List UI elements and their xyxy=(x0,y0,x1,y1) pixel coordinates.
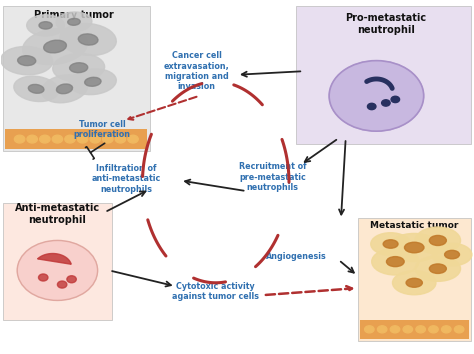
Circle shape xyxy=(40,135,50,143)
Ellipse shape xyxy=(415,227,461,254)
Ellipse shape xyxy=(22,28,88,65)
Ellipse shape xyxy=(85,77,101,86)
Ellipse shape xyxy=(44,40,66,53)
Ellipse shape xyxy=(56,84,73,94)
Circle shape xyxy=(329,61,424,131)
Circle shape xyxy=(377,326,387,333)
Ellipse shape xyxy=(406,278,422,287)
Circle shape xyxy=(14,135,25,143)
FancyBboxPatch shape xyxy=(5,130,147,149)
Ellipse shape xyxy=(70,63,88,73)
Ellipse shape xyxy=(386,257,404,267)
Ellipse shape xyxy=(68,18,80,25)
Text: Pro-metastatic
neutrophil: Pro-metastatic neutrophil xyxy=(346,13,427,35)
Polygon shape xyxy=(37,253,71,264)
Text: Cancer cell
extravasation,
migration and
invasion: Cancer cell extravasation, migration and… xyxy=(164,51,230,91)
Circle shape xyxy=(416,326,425,333)
Ellipse shape xyxy=(39,22,52,29)
Circle shape xyxy=(77,135,88,143)
Ellipse shape xyxy=(69,69,116,95)
Ellipse shape xyxy=(383,240,398,248)
Circle shape xyxy=(115,135,126,143)
Ellipse shape xyxy=(1,46,53,75)
Circle shape xyxy=(382,100,390,106)
Ellipse shape xyxy=(28,84,44,93)
Circle shape xyxy=(367,103,376,110)
Ellipse shape xyxy=(415,256,461,281)
Ellipse shape xyxy=(392,271,436,295)
Circle shape xyxy=(102,135,113,143)
Ellipse shape xyxy=(60,23,116,56)
Ellipse shape xyxy=(27,15,64,36)
Circle shape xyxy=(128,135,138,143)
Circle shape xyxy=(65,135,75,143)
Circle shape xyxy=(90,135,100,143)
Circle shape xyxy=(390,326,400,333)
FancyBboxPatch shape xyxy=(360,320,469,339)
Ellipse shape xyxy=(53,53,105,82)
FancyBboxPatch shape xyxy=(3,204,112,320)
Ellipse shape xyxy=(78,34,98,45)
Ellipse shape xyxy=(18,56,36,65)
Circle shape xyxy=(455,326,464,333)
Text: Anti-metastatic
neutrophil: Anti-metastatic neutrophil xyxy=(15,204,100,225)
Circle shape xyxy=(365,326,374,333)
Text: Metastatic tumor: Metastatic tumor xyxy=(370,221,458,230)
Ellipse shape xyxy=(41,75,88,103)
Ellipse shape xyxy=(429,264,447,273)
FancyBboxPatch shape xyxy=(3,6,150,150)
FancyBboxPatch shape xyxy=(357,218,471,341)
Circle shape xyxy=(17,240,98,301)
Circle shape xyxy=(429,326,438,333)
Text: Infiltration of
anti-metastatic
neutrophils: Infiltration of anti-metastatic neutroph… xyxy=(91,164,161,194)
Ellipse shape xyxy=(56,12,92,32)
Circle shape xyxy=(391,96,400,103)
Ellipse shape xyxy=(371,233,410,255)
Circle shape xyxy=(38,274,48,281)
Text: Recruitment of
pre-metastatic
neutrophils: Recruitment of pre-metastatic neutrophil… xyxy=(238,162,306,192)
Ellipse shape xyxy=(445,250,459,259)
Text: Angiogenesis: Angiogenesis xyxy=(266,252,327,261)
Ellipse shape xyxy=(388,233,440,262)
Text: Cytotoxic activity
against tumor cells: Cytotoxic activity against tumor cells xyxy=(172,282,259,301)
Circle shape xyxy=(403,326,412,333)
Circle shape xyxy=(57,281,67,288)
Circle shape xyxy=(442,326,451,333)
Circle shape xyxy=(52,135,63,143)
Text: Primary tumor: Primary tumor xyxy=(34,10,114,19)
Ellipse shape xyxy=(404,242,424,253)
Ellipse shape xyxy=(14,76,58,102)
Ellipse shape xyxy=(429,235,447,245)
Ellipse shape xyxy=(372,248,419,275)
Circle shape xyxy=(27,135,37,143)
FancyBboxPatch shape xyxy=(296,6,471,143)
Text: Tumor cell
proliferation: Tumor cell proliferation xyxy=(74,120,131,139)
Ellipse shape xyxy=(432,243,472,266)
Circle shape xyxy=(67,276,76,283)
